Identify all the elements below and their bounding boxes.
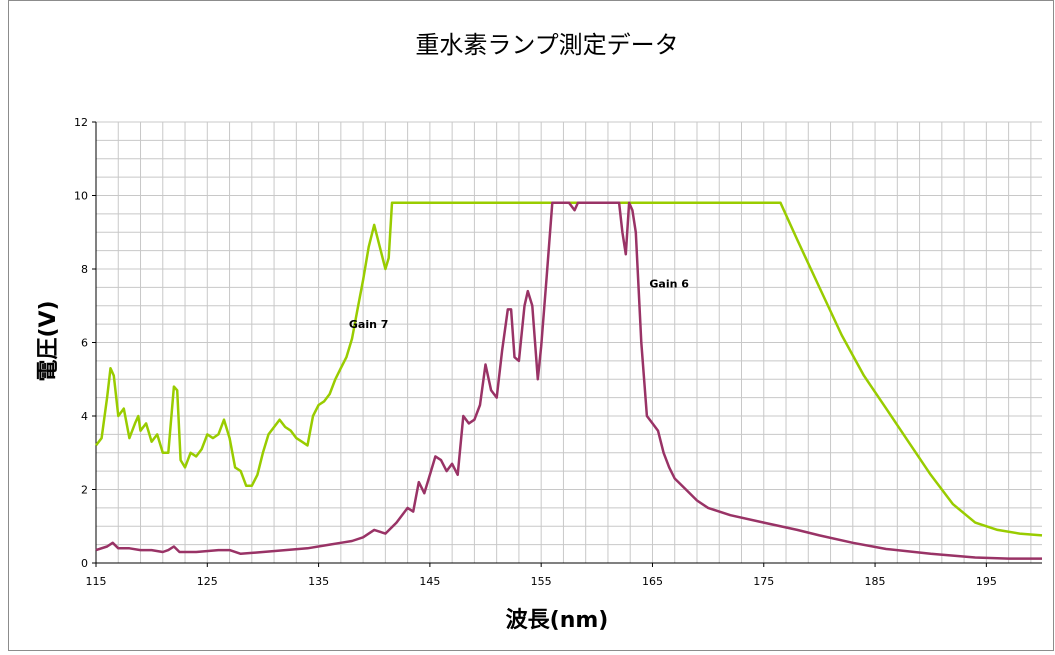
annotations: Gain 7 Gain 6 [349,277,689,330]
annotation-label: Gain 6 [649,277,689,290]
y-tick-label: 8 [81,263,88,276]
y-tick-label: 0 [81,557,88,570]
y-tick-label: 4 [81,410,88,423]
y-tick-label: 6 [81,337,88,350]
y-tick-label: 10 [74,190,88,203]
y-tick-label: 2 [81,484,88,497]
x-tick-label: 135 [308,575,329,588]
chart-svg: 重水素ランプ測定データ 0 2 4 6 8 10 12 115 125 135 145 155 165… [36,31,1043,633]
series-lines [95,201,1043,560]
x-tick-label: 115 [86,575,107,588]
x-tick-label: 175 [753,575,774,588]
x-tick-label: 125 [197,575,218,588]
x-tick-label: 195 [976,575,997,588]
grid-lines [95,121,1042,564]
y-tick-label: 12 [74,116,88,129]
series-line-2 [95,201,1042,560]
chart-title: 重水素ランプ測定データ [415,31,678,59]
x-axis-ticks: 115 125 135 145 155 165 175 185 195 [86,563,997,588]
x-tick-label: 145 [419,575,440,588]
x-tick-label: 155 [531,575,552,588]
x-tick-label: 165 [642,575,663,588]
annotation-label: Gain 7 [349,318,389,331]
y-axis-label: 電圧(V) [36,300,61,381]
series-line-1 [95,201,1043,537]
x-tick-label: 185 [865,575,886,588]
y-axis-ticks: 0 2 4 6 8 10 12 [74,116,96,570]
chart-frame: 重水素ランプ測定データ 0 2 4 6 8 10 12 115 125 135 145 155 165… [8,0,1054,651]
x-axis-label: 波長(nm) [506,608,609,633]
